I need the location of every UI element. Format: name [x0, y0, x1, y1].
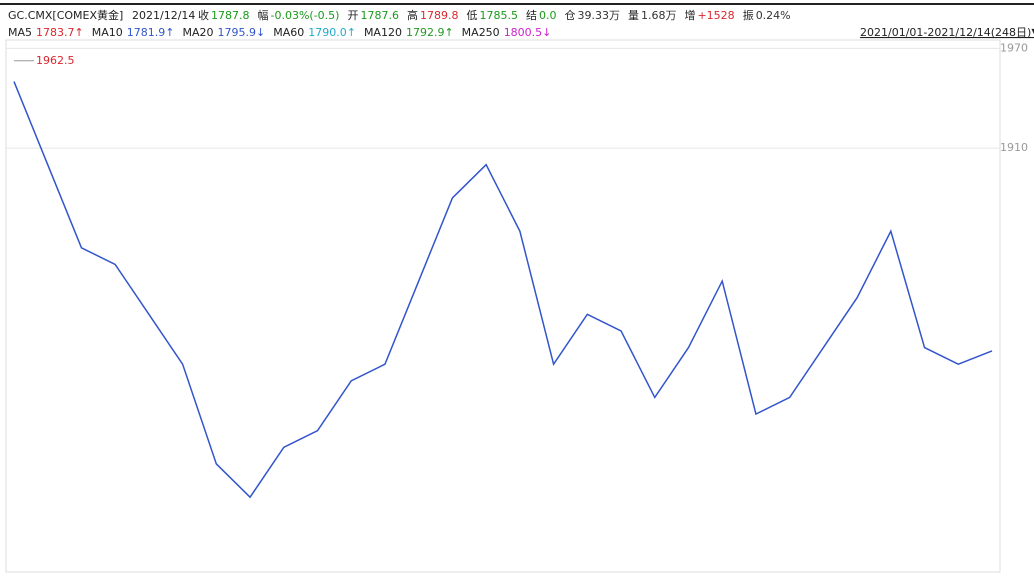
price-line	[13, 81, 993, 499]
ma-name: MA250	[462, 26, 500, 39]
info-label: 结	[526, 9, 537, 22]
info-label: 振	[743, 8, 754, 22]
ma-value: 1790.0↑	[308, 26, 356, 39]
ma-name: MA20	[182, 26, 213, 39]
ma-value: 1781.9↑	[127, 26, 175, 39]
plot-frame	[5, 39, 1001, 573]
ma-name: MA5	[8, 26, 32, 39]
ma-name: MA60	[273, 26, 304, 39]
info-label: 仓	[564, 8, 575, 22]
info-value: 1789.8	[420, 9, 459, 22]
info-value: +1528	[697, 9, 734, 22]
info-value: -0.03%(-0.5)	[271, 9, 340, 22]
ma-value: 1783.7↑	[36, 26, 84, 39]
date-range[interactable]: 2021/01/01-2021/12/14(248日)▼	[860, 26, 1034, 39]
info-value: 1787.8	[211, 9, 250, 22]
info-label: 幅	[258, 9, 269, 22]
ma-value: 1800.5↓	[504, 26, 552, 39]
info-label: 低	[466, 9, 477, 22]
info-value: 1785.5	[479, 9, 518, 22]
ma-name: MA10	[92, 26, 123, 39]
ma-name: MA120	[364, 26, 402, 39]
symbol: GC.CMX[COMEX黄金]	[8, 8, 123, 22]
info-label: 高	[407, 8, 418, 22]
info-value: 0.24%	[756, 9, 791, 22]
info-label: 增	[684, 8, 695, 22]
info-value: 1787.6	[360, 9, 399, 22]
info-label: 量	[628, 9, 639, 22]
ma-value: 1795.9↓	[217, 26, 265, 39]
info-value: 39.33万	[577, 9, 620, 22]
y-tick-label: 1970	[1000, 41, 1028, 54]
high-label: 1962.5	[36, 54, 75, 67]
info-value: 0.0	[539, 9, 557, 22]
info-value: 1.68万	[641, 9, 677, 22]
y-tick-label: 1910	[1000, 141, 1028, 154]
date: 2021/12/14	[132, 9, 195, 22]
ma-value: 1792.9↑	[406, 26, 454, 39]
info-label: 开	[347, 9, 358, 22]
info-label: 收	[198, 8, 209, 22]
